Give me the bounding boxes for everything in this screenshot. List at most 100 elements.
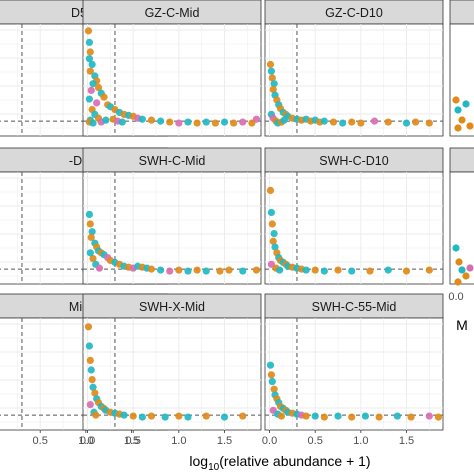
data-point xyxy=(302,266,310,274)
data-point xyxy=(85,55,93,63)
data-point xyxy=(269,237,277,245)
data-point xyxy=(86,220,94,228)
data-point xyxy=(370,117,379,125)
data-point xyxy=(225,266,233,274)
data-point xyxy=(86,356,94,364)
data-point xyxy=(86,400,94,409)
data-point xyxy=(266,361,275,369)
data-point xyxy=(269,85,277,94)
data-point xyxy=(455,258,463,266)
data-point xyxy=(184,118,192,126)
facet-title: GZ-C-Mid xyxy=(145,6,200,20)
data-point xyxy=(84,323,93,331)
data-point xyxy=(85,342,93,350)
data-point xyxy=(393,412,401,420)
data-point xyxy=(280,116,288,124)
data-point xyxy=(220,118,229,126)
data-point xyxy=(88,228,96,236)
data-point xyxy=(270,385,278,393)
data-point xyxy=(252,266,261,274)
data-point xyxy=(334,412,342,420)
data-point xyxy=(375,413,383,421)
data-point xyxy=(462,100,470,108)
facet-gz-c-mid: GZ-C-Mid xyxy=(82,0,262,137)
data-point xyxy=(86,249,94,257)
data-point xyxy=(91,389,99,397)
facet-title: SWH-X-Mid xyxy=(139,300,205,314)
data-point xyxy=(329,118,338,126)
data-point xyxy=(454,106,462,114)
facet-partial-right-1 xyxy=(449,147,474,286)
data-point xyxy=(266,186,275,194)
data-point xyxy=(85,210,93,218)
data-point xyxy=(87,86,95,94)
data-point xyxy=(267,67,275,75)
data-point xyxy=(147,116,156,124)
data-point xyxy=(311,266,319,274)
data-point xyxy=(102,116,110,124)
facet-grid xyxy=(83,318,261,430)
data-point xyxy=(268,220,276,228)
data-point xyxy=(175,119,183,127)
data-point xyxy=(334,266,342,274)
x-tick-label: 1.5 xyxy=(399,435,414,447)
data-point xyxy=(454,278,462,286)
data-point xyxy=(95,264,104,272)
data-point xyxy=(266,60,275,69)
right-partial-column: 0.0 M xyxy=(448,0,474,333)
data-point xyxy=(138,413,146,421)
data-point xyxy=(156,117,165,125)
data-point xyxy=(239,412,247,420)
data-point xyxy=(384,118,392,126)
data-point xyxy=(94,83,103,92)
facet-title: GZ-C-D10 xyxy=(325,6,383,20)
data-point xyxy=(348,118,356,126)
data-point xyxy=(466,122,474,130)
x-tick-label: 0.0 xyxy=(262,435,277,447)
data-point xyxy=(402,119,411,127)
data-point xyxy=(156,266,165,274)
data-point xyxy=(193,119,201,127)
data-point xyxy=(302,412,310,420)
data-point xyxy=(89,80,97,88)
data-point xyxy=(193,266,201,274)
data-point xyxy=(267,208,275,217)
x-axis-ticks: 0.5 1.0 1.5 0.0 0.5 1.0 1.5 0.0 0.5 1.0 1.5 xyxy=(33,430,414,447)
data-point xyxy=(466,264,474,272)
data-point xyxy=(100,93,108,101)
data-point xyxy=(357,119,365,127)
data-point xyxy=(454,124,462,132)
x-tick-label: 1.0 xyxy=(78,435,93,447)
facet-partial-right-0 xyxy=(449,0,474,137)
data-point xyxy=(458,116,466,124)
data-point xyxy=(277,412,286,420)
data-point xyxy=(202,118,210,126)
x-tick-label: 1.0 xyxy=(353,435,368,447)
facet-strip xyxy=(82,0,262,25)
data-point xyxy=(268,74,276,82)
data-point xyxy=(452,244,460,252)
x-tick-label: 1.0 xyxy=(171,435,186,447)
data-point xyxy=(338,119,347,127)
data-point xyxy=(248,119,256,127)
data-point xyxy=(452,96,460,104)
x-tick-label: 1.5 xyxy=(217,435,232,447)
data-point xyxy=(147,265,156,273)
data-point xyxy=(320,267,328,275)
data-point xyxy=(120,411,128,419)
data-point xyxy=(239,267,247,275)
facet-grid xyxy=(83,172,261,284)
facet-title: SWH-C-55-Mid xyxy=(312,300,397,314)
facet-swh-c-d10: SWH-C-D10 xyxy=(264,147,444,285)
x-axis-title: log10(relative abundance + 1) xyxy=(189,453,370,473)
data-point xyxy=(384,266,392,274)
data-point xyxy=(89,119,97,127)
facet-swh-x-mid: SWH-X-Mid xyxy=(82,293,262,431)
facet-swh-c-mid: SWH-C-Mid xyxy=(82,147,262,285)
data-point xyxy=(166,118,174,126)
data-point xyxy=(361,412,370,420)
x-tick-label: 0.5 xyxy=(33,435,48,447)
right-x-tick-label: 0.0 xyxy=(448,291,463,303)
data-point xyxy=(320,413,328,421)
